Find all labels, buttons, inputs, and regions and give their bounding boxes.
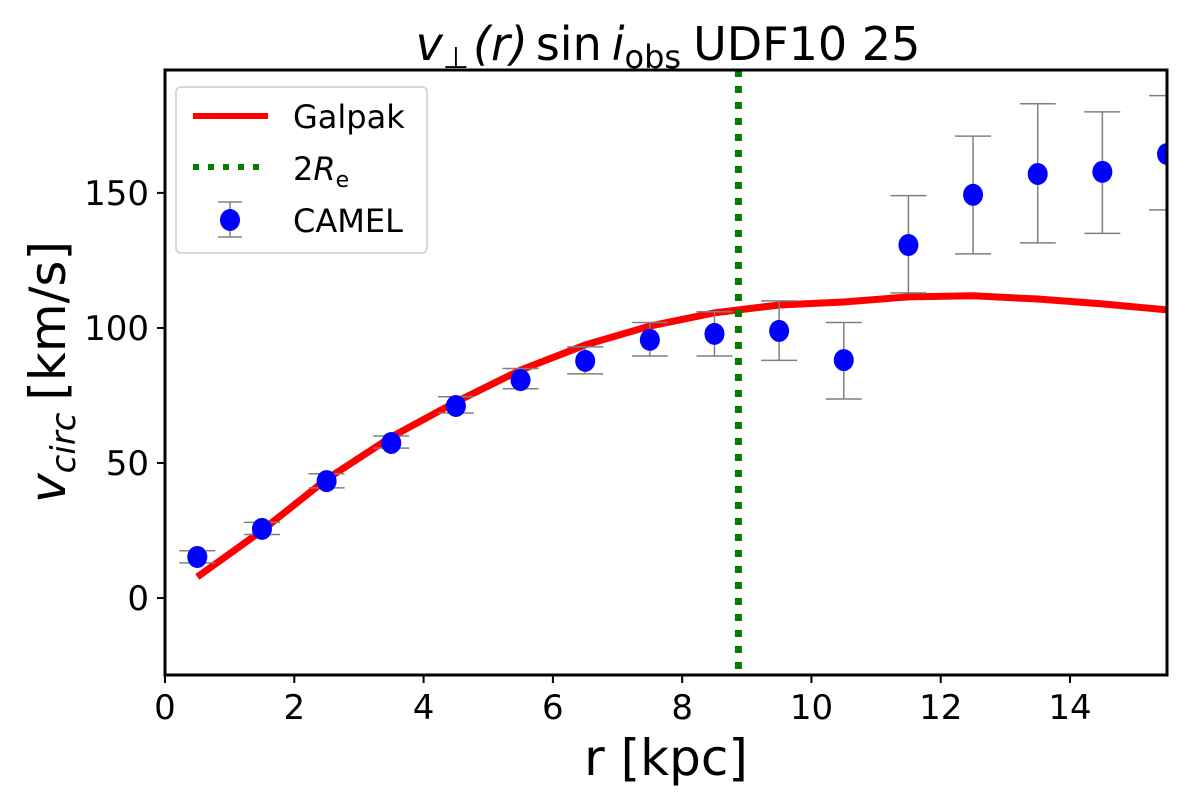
x-tick-label: 2 xyxy=(283,688,305,728)
camel-point xyxy=(510,369,531,392)
y-tick-label: 50 xyxy=(106,444,149,484)
x-axis-label: r [kpc] xyxy=(584,729,748,787)
camel-point xyxy=(769,319,790,342)
x-tick-label: 14 xyxy=(1048,688,1091,728)
y-tick-label: 0 xyxy=(127,579,149,619)
axis-ticks: 0 2 4 6 8 10 12 14 0 50 100 150 xyxy=(84,174,1092,728)
legend: Galpak 2Re CAMEL xyxy=(175,86,428,254)
y-axis-label: vcirc[km/s] xyxy=(19,241,84,503)
x-tick-label: 0 xyxy=(154,688,176,728)
camel-point xyxy=(381,431,402,454)
camel-point xyxy=(963,183,984,206)
x-tick-label: 6 xyxy=(542,688,564,728)
plot-content xyxy=(179,70,1167,675)
camel-point xyxy=(316,470,337,493)
camel-point xyxy=(1092,160,1113,183)
plot-area xyxy=(179,70,1167,675)
chart-title: v⊥(r) sin iobs UDF10 25 xyxy=(416,17,921,76)
x-tick-label: 12 xyxy=(919,688,962,728)
legend-2re-label: 2Re xyxy=(293,150,349,193)
camel-point xyxy=(445,394,466,417)
y-tick-label: 100 xyxy=(84,309,149,349)
y-tick-label: 150 xyxy=(84,174,149,214)
x-tick-label: 10 xyxy=(790,688,833,728)
camel-point xyxy=(575,349,596,372)
camel-point xyxy=(898,234,919,257)
camel-point xyxy=(187,545,208,568)
legend-camel-label: CAMEL xyxy=(293,202,403,240)
camel-point xyxy=(639,328,660,351)
camel-point xyxy=(704,322,725,345)
x-tick-label: 4 xyxy=(413,688,435,728)
camel-point xyxy=(251,517,272,540)
x-tick-label: 8 xyxy=(671,688,693,728)
legend-camel-marker xyxy=(220,209,240,231)
camel-point xyxy=(1027,162,1048,185)
galpak-line xyxy=(195,292,1167,580)
camel-point xyxy=(833,349,854,372)
camel-point xyxy=(1157,143,1167,165)
legend-galpak-label: Galpak xyxy=(293,98,405,136)
axes-frame xyxy=(163,68,1169,677)
legend-box xyxy=(175,86,428,254)
